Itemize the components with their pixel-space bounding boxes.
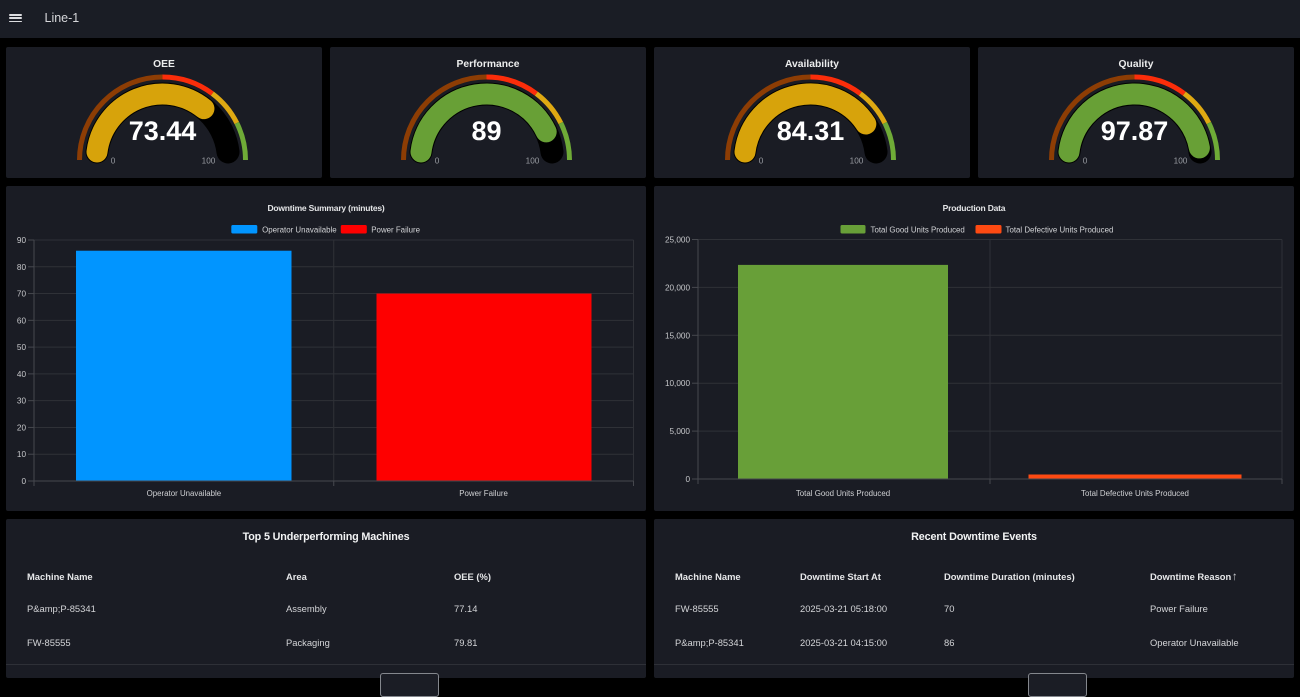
- svg-text:20: 20: [17, 423, 27, 432]
- svg-text:Total Good Units Produced: Total Good Units Produced: [796, 489, 890, 498]
- svg-text:15,000: 15,000: [665, 331, 690, 340]
- svg-text:80: 80: [17, 263, 27, 272]
- svg-text:90: 90: [17, 236, 27, 245]
- svg-text:Total Good Units Produced: Total Good Units Produced: [871, 225, 965, 234]
- svg-text:89: 89: [471, 116, 501, 146]
- svg-text:20,000: 20,000: [665, 283, 690, 292]
- svg-text:Operator Unavailable: Operator Unavailable: [262, 225, 337, 234]
- svg-text:0: 0: [21, 477, 26, 486]
- svg-text:40: 40: [17, 370, 27, 379]
- svg-text:84.31: 84.31: [777, 116, 845, 146]
- svg-text:Power Failure: Power Failure: [371, 225, 420, 234]
- svg-text:0: 0: [435, 156, 440, 165]
- svg-text:100: 100: [202, 156, 216, 165]
- svg-text:73.44: 73.44: [129, 116, 197, 146]
- svg-text:Downtime Summary (minutes): Downtime Summary (minutes): [267, 203, 384, 213]
- svg-text:Total Defective Units Produced: Total Defective Units Produced: [1081, 489, 1189, 498]
- svg-text:10: 10: [17, 450, 27, 459]
- svg-text:Power Failure: Power Failure: [459, 489, 508, 498]
- svg-text:60: 60: [17, 316, 27, 325]
- svg-text:0: 0: [1083, 156, 1088, 165]
- svg-text:100: 100: [526, 156, 540, 165]
- svg-text:70: 70: [17, 290, 27, 299]
- svg-text:100: 100: [1174, 156, 1188, 165]
- svg-text:97.87: 97.87: [1101, 116, 1169, 146]
- svg-text:0: 0: [759, 156, 764, 165]
- svg-text:30: 30: [17, 397, 27, 406]
- svg-text:0: 0: [111, 156, 116, 165]
- svg-text:100: 100: [850, 156, 864, 165]
- svg-text:Production Data: Production Data: [943, 203, 1006, 213]
- svg-text:5,000: 5,000: [670, 427, 691, 436]
- svg-text:50: 50: [17, 343, 27, 352]
- svg-text:10,000: 10,000: [665, 379, 690, 388]
- svg-text:25,000: 25,000: [665, 236, 690, 245]
- svg-text:0: 0: [685, 475, 690, 484]
- svg-text:Operator Unavailable: Operator Unavailable: [147, 489, 222, 498]
- svg-text:Total Defective Units Produced: Total Defective Units Produced: [1006, 225, 1114, 234]
